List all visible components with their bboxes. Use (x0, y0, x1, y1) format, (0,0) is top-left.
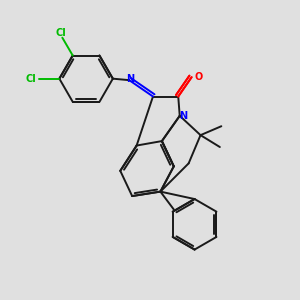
Text: N: N (178, 111, 187, 121)
Text: N: N (126, 74, 134, 84)
Text: O: O (195, 72, 203, 82)
Text: Cl: Cl (26, 74, 37, 84)
Text: Cl: Cl (56, 28, 66, 38)
